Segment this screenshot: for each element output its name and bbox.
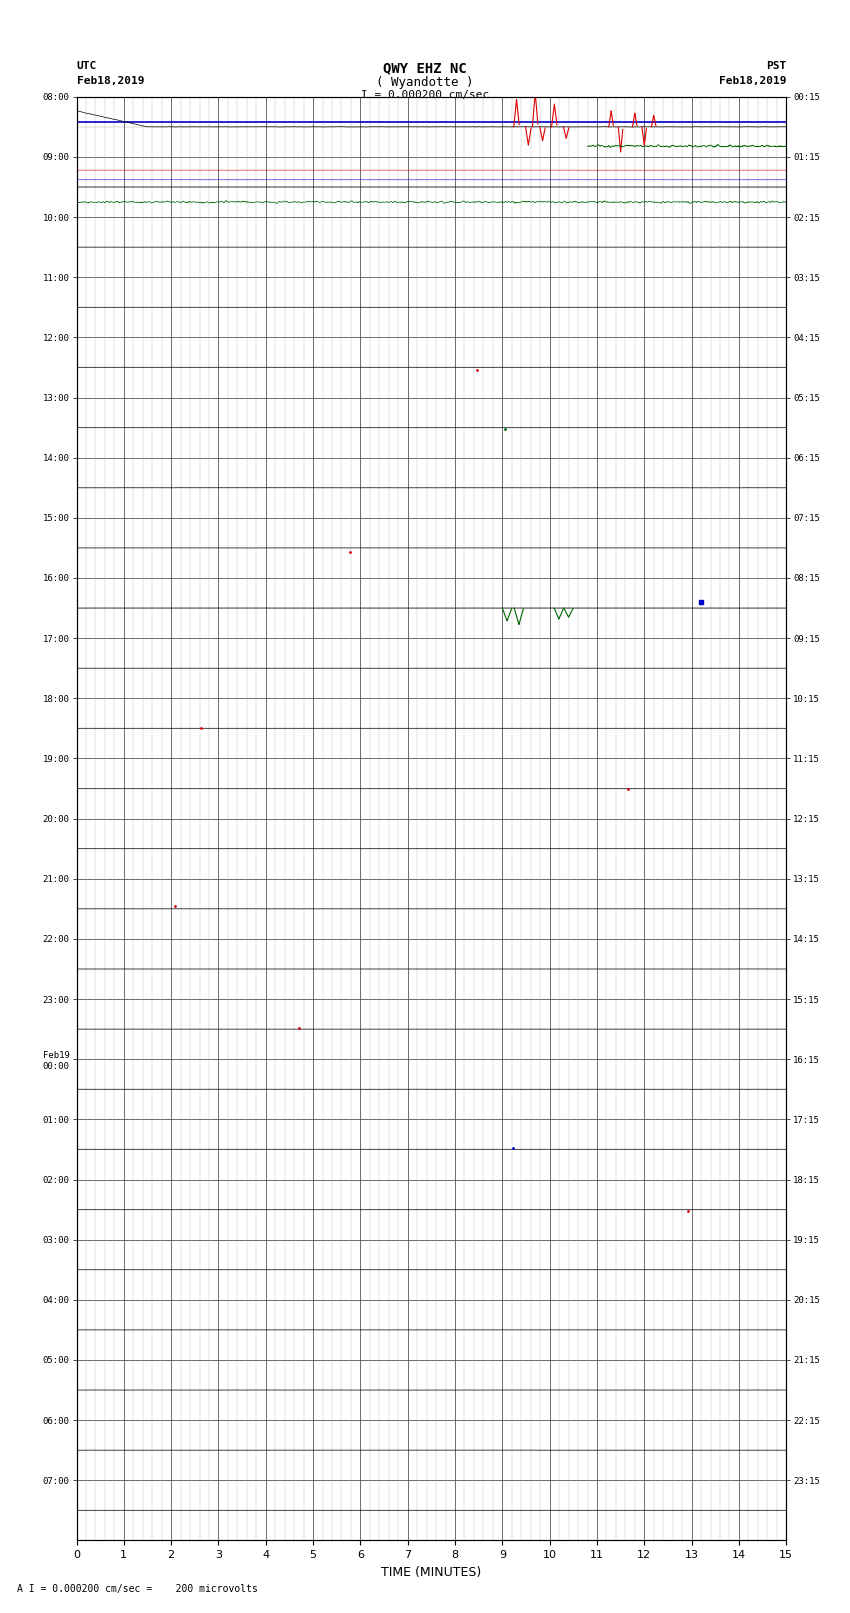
X-axis label: TIME (MINUTES): TIME (MINUTES): [382, 1566, 481, 1579]
Text: A I = 0.000200 cm/sec =    200 microvolts: A I = 0.000200 cm/sec = 200 microvolts: [17, 1584, 258, 1594]
Text: ( Wyandotte ): ( Wyandotte ): [377, 76, 473, 89]
Text: QWY EHZ NC: QWY EHZ NC: [383, 61, 467, 76]
Text: I = 0.000200 cm/sec: I = 0.000200 cm/sec: [361, 90, 489, 100]
Text: PST: PST: [766, 61, 786, 71]
Text: Feb18,2019: Feb18,2019: [76, 76, 144, 85]
Text: UTC: UTC: [76, 61, 97, 71]
Text: Feb18,2019: Feb18,2019: [719, 76, 786, 85]
